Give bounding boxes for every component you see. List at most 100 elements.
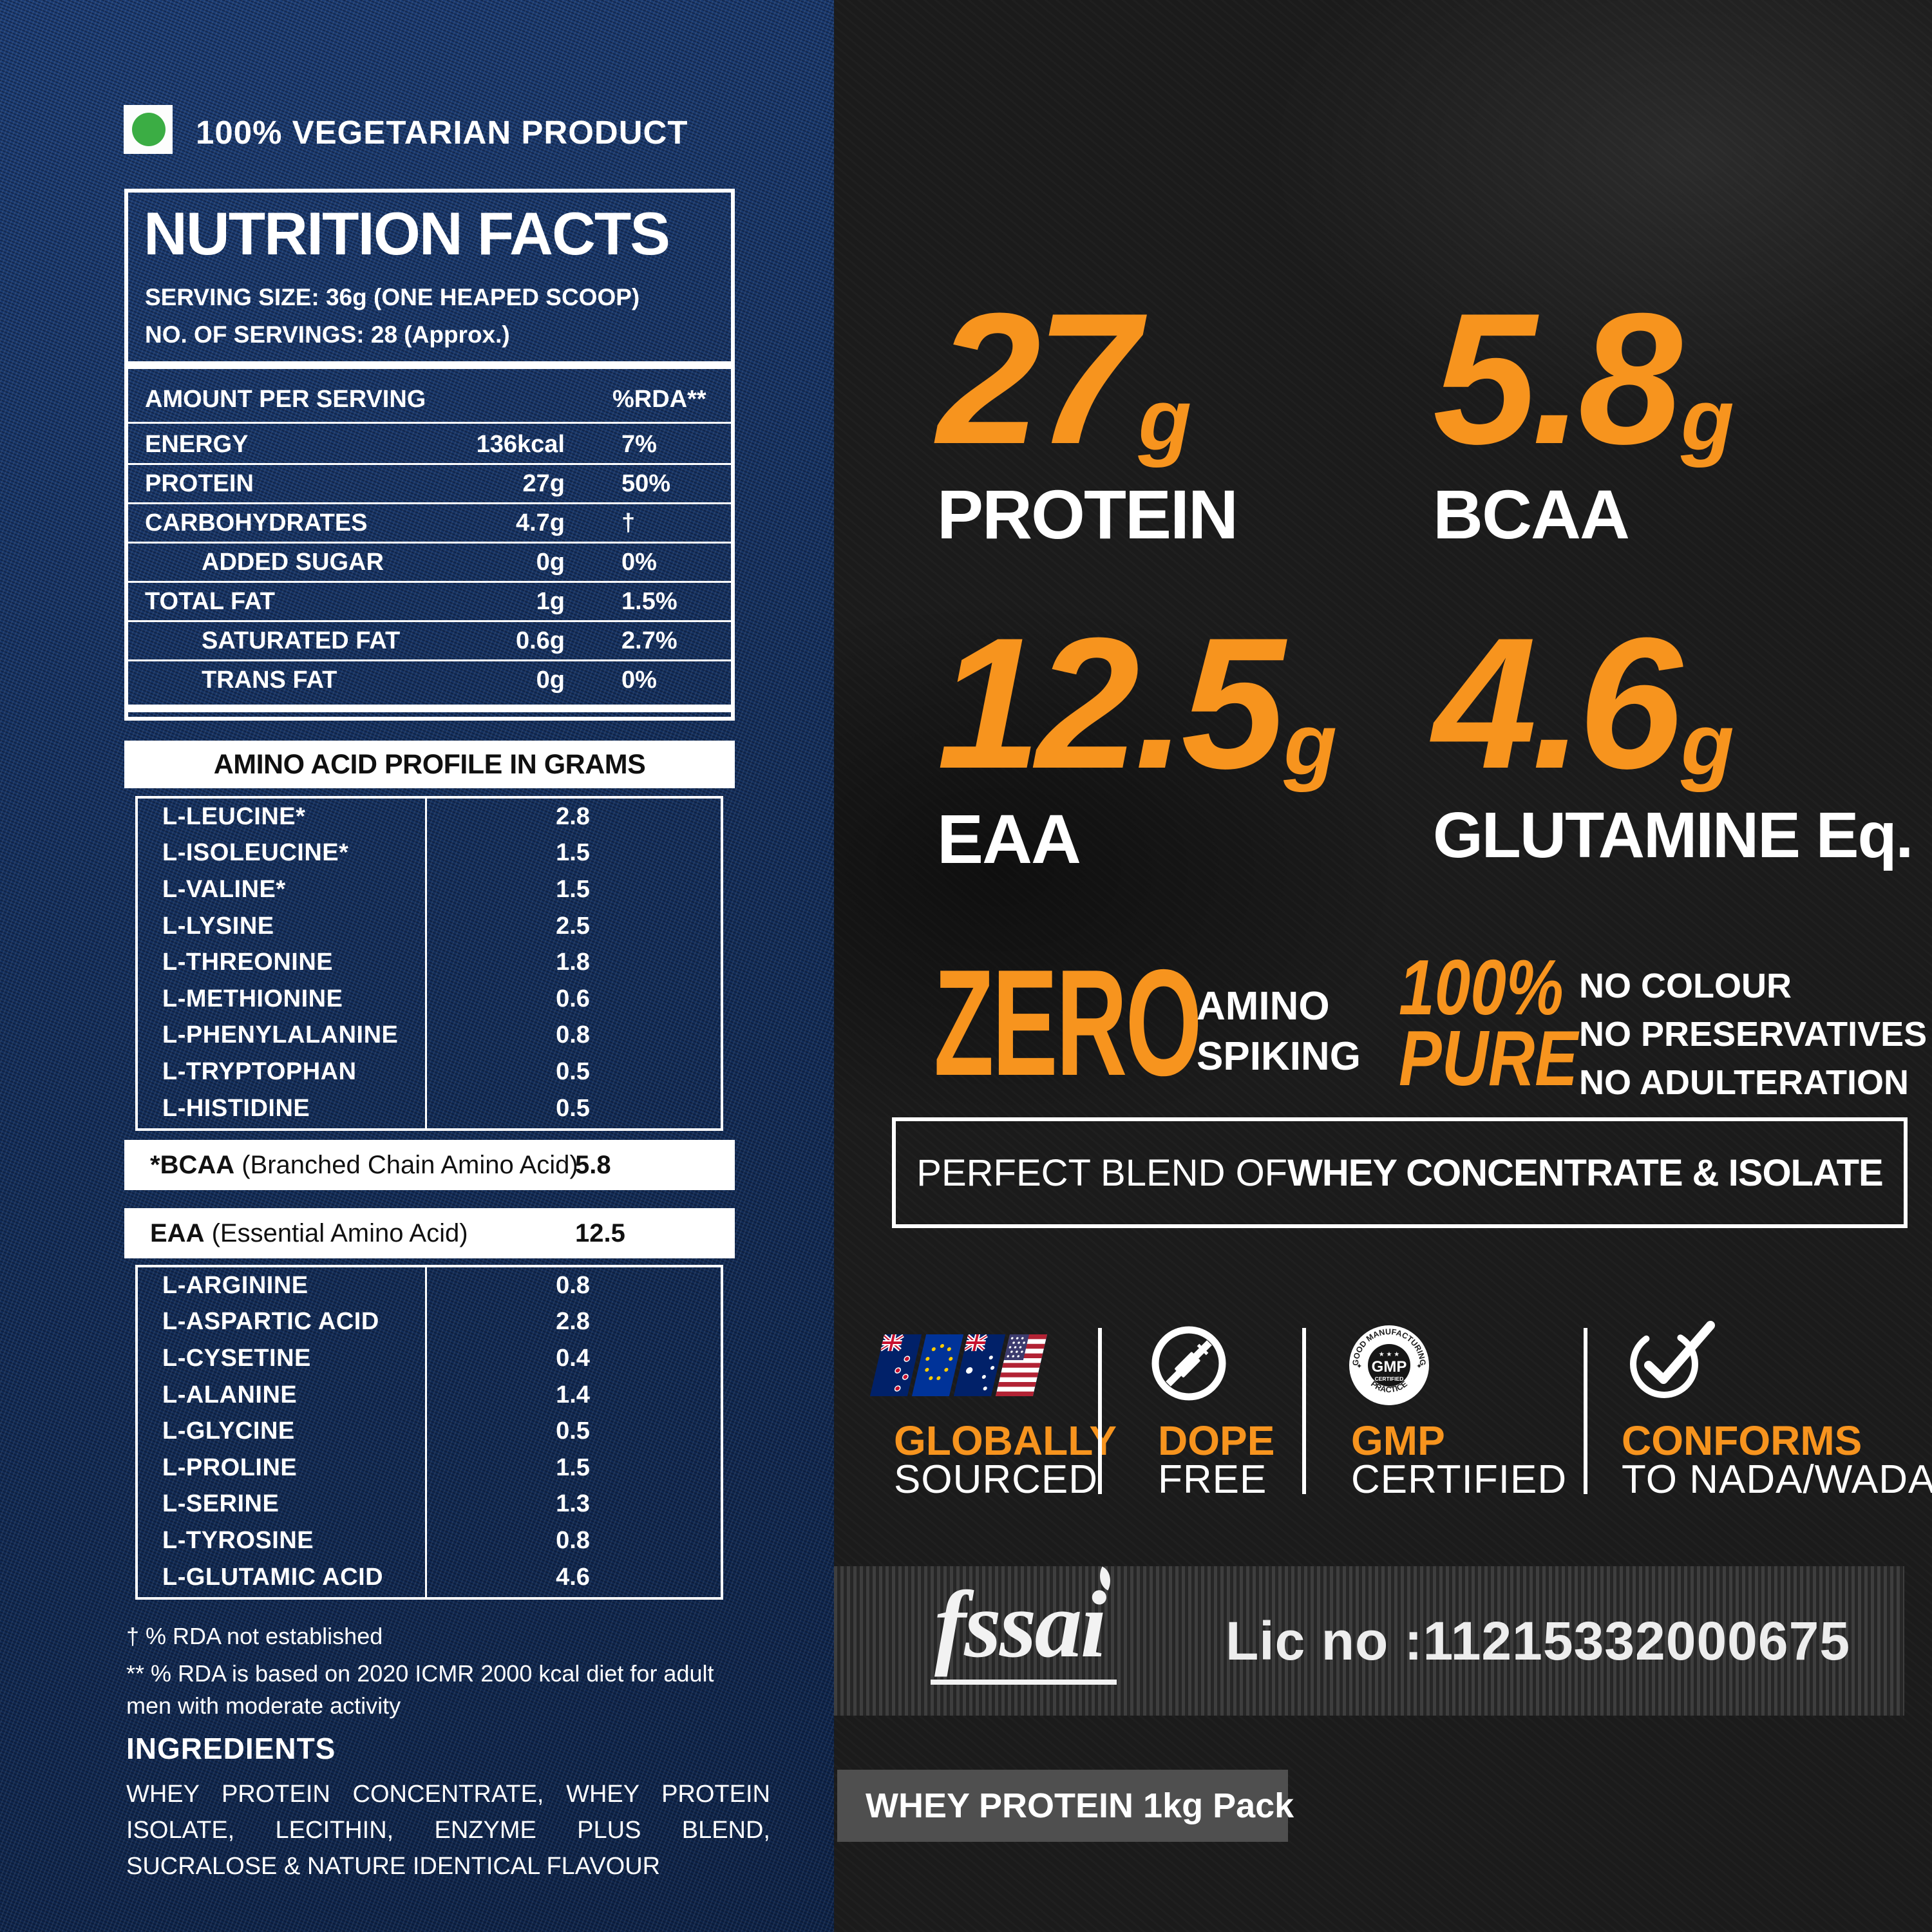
bcaa-total-row: *BCAA (Branched Chain Amino Acid) 5.8 <box>124 1140 735 1190</box>
row-label: PROTEIN <box>145 469 254 497</box>
table-row: L-SERINE 1.3 <box>138 1486 721 1523</box>
row-rda: 1.5% <box>621 587 677 615</box>
amino-label: L-SERINE <box>162 1490 279 1518</box>
row-amount: 0g <box>536 548 565 576</box>
amino-value: 0.5 <box>556 1417 590 1445</box>
amino-value: 0.8 <box>556 1271 590 1299</box>
row-label: ADDED SUGAR <box>202 548 384 576</box>
stat-label: GLUTAMINE Eq. <box>1433 799 1913 871</box>
pure-headline: 100% PURE <box>1399 948 1578 1097</box>
amino-value: 1.5 <box>556 1454 590 1481</box>
table-row: L-PROLINE 1.5 <box>138 1450 721 1486</box>
bcaa-abbr: *BCAA <box>150 1150 235 1179</box>
badge-globally-label: GLOBALLY <box>894 1417 1117 1464</box>
stat-value: 27 <box>937 274 1140 483</box>
amino-value: 1.5 <box>556 875 590 903</box>
row-amount: 4.7g <box>515 509 565 536</box>
globally-sourced-flags-icon <box>869 1334 1048 1396</box>
badge-free-label: FREE <box>1158 1457 1267 1502</box>
eaa-abbr: EAA <box>150 1218 205 1247</box>
fssai-logo: fssai <box>931 1566 1117 1685</box>
column-header-amount: AMOUNT PER SERVING <box>145 386 426 413</box>
stat-label: EAA <box>937 800 1081 878</box>
table-row: L-ALANINE 1.4 <box>138 1377 721 1414</box>
table-row: TRANS FAT 0g 0% <box>128 661 731 699</box>
amino-value: 0.8 <box>556 1526 590 1554</box>
nutrition-facts-title: NUTRITION FACTS <box>144 200 670 267</box>
fssai-logo-text: fssai <box>934 1572 1107 1678</box>
amino-label: L-LYSINE <box>162 912 274 940</box>
amino-label: L-CYSETINE <box>162 1344 311 1372</box>
stat-label: PROTEIN <box>937 475 1238 553</box>
zero-sublabel: AMINO SPIKING <box>1197 981 1361 1082</box>
servings-count: NO. OF SERVINGS: 28 (Approx.) <box>145 321 510 348</box>
zero-headline: ZERO <box>934 938 1202 1107</box>
row-rda: 50% <box>621 469 671 497</box>
table-row: SATURATED FAT 0.6g 2.7% <box>128 622 731 661</box>
denim-background-panel <box>0 0 834 1932</box>
amino-profile-header: AMINO ACID PROFILE IN GRAMS <box>124 741 735 788</box>
divider <box>128 361 731 369</box>
amino-value: 2.8 <box>556 1308 590 1336</box>
zero-line2: SPIKING <box>1197 1034 1361 1079</box>
table-row: L-HISTIDINE 0.5 <box>138 1090 721 1127</box>
amino-label: L-TYROSINE <box>162 1526 314 1554</box>
bcaa-value: 5.8 <box>575 1150 611 1179</box>
badge-conforms-label: CONFORMS <box>1622 1417 1862 1464</box>
divider <box>1302 1328 1306 1494</box>
amino-label: L-TRYPTOPHAN <box>162 1057 357 1085</box>
amino-label: L-PROLINE <box>162 1454 298 1481</box>
table-row: L-GLUTAMIC ACID 4.6 <box>138 1559 721 1596</box>
amino-table-2: L-ARGININE 0.8 L-ASPARTIC ACID 2.8 L-CYSET… <box>135 1265 723 1600</box>
column-header-rda: %RDA** <box>612 386 706 413</box>
nutrition-table: ENERGY 136kcal 7% PROTEIN 27g 50% CARBOH… <box>128 426 731 699</box>
blend-banner: PERFECT BLEND OF WHEY CONCENTRATE & ISOL… <box>892 1117 1908 1228</box>
amino-label: L-ALANINE <box>162 1381 298 1408</box>
table-row: L-TYROSINE 0.8 <box>138 1522 721 1559</box>
row-label: TRANS FAT <box>202 666 337 694</box>
fssai-license-number: Lic no :11215332000675 <box>1226 1610 1851 1671</box>
row-amount: 1g <box>536 587 565 615</box>
row-rda: † <box>621 509 636 536</box>
dope-free-icon <box>1151 1326 1226 1401</box>
flag-new-zealand-icon <box>869 1334 922 1396</box>
divider <box>425 1267 427 1597</box>
stat-bcaa: 5.8g BCAA <box>1433 285 1734 554</box>
ingredients-title: INGREDIENTS <box>126 1732 336 1765</box>
pure-claims: NO COLOUR NO PRESERVATIVES NO ADULTERATI… <box>1579 962 1927 1107</box>
amino-value: 4.6 <box>556 1563 590 1591</box>
amino-table-1: L-LEUCINE* 2.8 L-ISOLEUCINE* 1.5 L-VALINE*… <box>135 796 723 1131</box>
stat-label: BCAA <box>1433 475 1630 553</box>
row-amount: 136kcal <box>476 430 565 458</box>
blend-prefix: PERFECT BLEND OF <box>916 1151 1288 1194</box>
amino-value: 0.4 <box>556 1344 590 1372</box>
divider <box>425 799 427 1128</box>
eaa-value: 12.5 <box>575 1218 625 1247</box>
badge-dope-label: DOPE <box>1158 1417 1275 1464</box>
stat-unit: g <box>1681 696 1734 793</box>
vegetarian-label: 100% VEGETARIAN PRODUCT <box>196 114 688 151</box>
badge-sourced-label: SOURCED <box>894 1457 1099 1502</box>
claim-no-colour: NO COLOUR <box>1579 967 1792 1005</box>
table-row: L-LYSINE 2.5 <box>138 908 721 945</box>
svg-text:CERTIFIED: CERTIFIED <box>1375 1376 1404 1382</box>
amino-label: L-ASPARTIC ACID <box>162 1308 379 1336</box>
table-row: L-ASPARTIC ACID 2.8 <box>138 1304 721 1341</box>
svg-text:★ ★ ★: ★ ★ ★ <box>1379 1351 1399 1358</box>
serving-size: SERVING SIZE: 36g (ONE HEAPED SCOOP) <box>145 284 640 310</box>
row-label: SATURATED FAT <box>202 627 401 654</box>
table-row: L-TRYPTOPHAN 0.5 <box>138 1054 721 1090</box>
amino-label: L-METHIONINE <box>162 985 343 1012</box>
footnote-rda-basis: ** % RDA is based on 2020 ICMR 2000 kcal… <box>126 1660 714 1719</box>
row-amount: 0g <box>536 666 565 694</box>
table-row: L-ISOLEUCINE* 1.5 <box>138 835 721 872</box>
amino-value: 1.4 <box>556 1381 590 1408</box>
table-row: L-LEUCINE* 2.8 <box>138 799 721 835</box>
amino-value: 2.8 <box>556 802 590 830</box>
claim-no-preservatives: NO PRESERVATIVES <box>1579 1015 1927 1054</box>
row-rda: 7% <box>621 430 657 458</box>
divider <box>128 422 731 424</box>
ingredients-text: WHEY PROTEIN CONCENTRATE, WHEY PROTEIN I… <box>126 1781 770 1880</box>
amino-value: 0.6 <box>556 985 590 1012</box>
row-label: ENERGY <box>145 430 249 458</box>
